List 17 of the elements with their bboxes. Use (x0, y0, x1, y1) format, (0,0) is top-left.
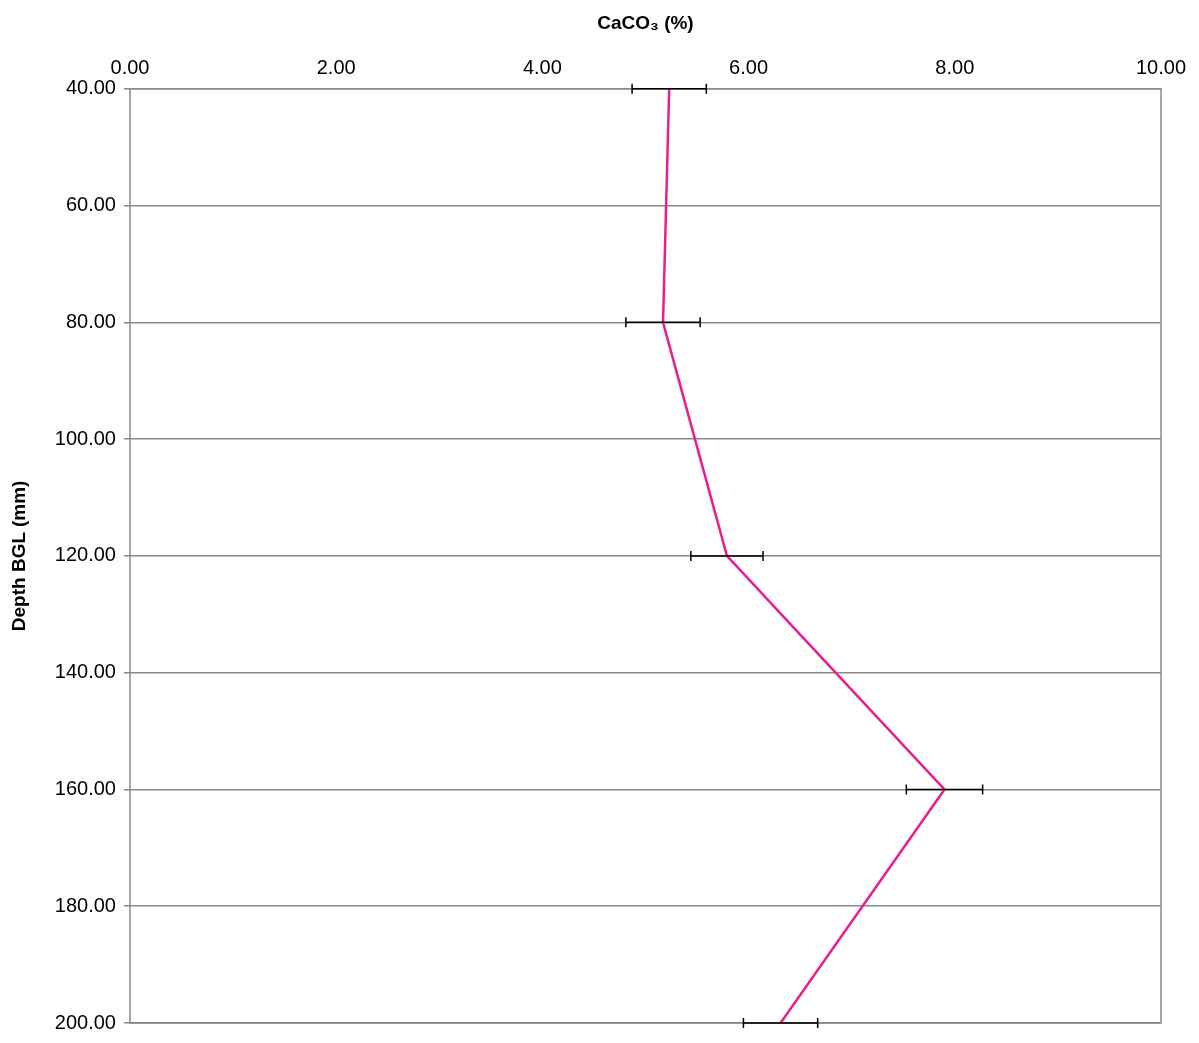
x-tick-label: 0.00 (110, 56, 150, 79)
y-axis-title: Depth BGL (mm) (7, 480, 29, 632)
y-tick-label: 160.00 (54, 776, 116, 799)
x-tick-label: 8.00 (935, 56, 975, 79)
y-tick-label: 40.00 (65, 76, 116, 99)
y-tick-label: 200.00 (54, 1010, 116, 1033)
y-tick-label: 120.00 (54, 543, 116, 566)
x-tick-label: 4.00 (522, 56, 562, 79)
x-axis-title: CaCO₃ (%) (597, 11, 694, 33)
y-tick-label: 140.00 (54, 660, 116, 683)
y-tick-label: 60.00 (65, 193, 116, 216)
y-tick-label: 180.00 (54, 893, 116, 916)
x-tick-label: 6.00 (729, 56, 769, 79)
x-tick-label: 2.00 (316, 56, 356, 79)
y-tick-label: 100.00 (54, 426, 116, 449)
y-tick-label: 80.00 (65, 309, 116, 332)
x-tick-label: 10.00 (1135, 56, 1187, 79)
